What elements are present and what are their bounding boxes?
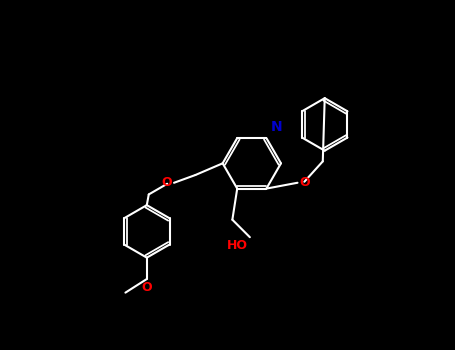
Text: O: O: [162, 176, 172, 189]
Text: O: O: [299, 176, 310, 189]
Text: N: N: [270, 120, 282, 134]
Text: O: O: [142, 281, 152, 294]
Text: HO: HO: [227, 239, 248, 252]
